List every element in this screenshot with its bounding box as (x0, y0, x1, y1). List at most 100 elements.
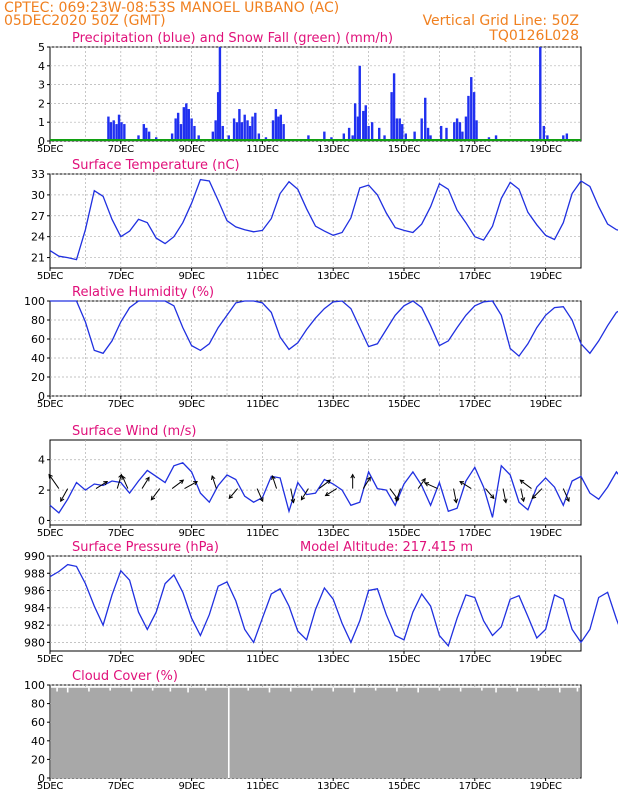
panel-subtitle: Model Altitude: 217.415 m (300, 540, 473, 555)
y-tick-label: 60 (31, 716, 45, 729)
wind-arrow (60, 488, 69, 502)
wind-arrow-head (324, 491, 330, 497)
y-tick-label: 4 (38, 454, 45, 467)
wind-arrow (290, 488, 295, 503)
precipitation-bar (390, 92, 393, 141)
wind-arrow (519, 479, 532, 489)
cloud-cover-gap (169, 687, 172, 692)
x-tick-label: 11DEC (246, 781, 279, 792)
wind-arrow (459, 481, 472, 489)
x-tick-label: 11DEC (246, 271, 279, 282)
wind-arrow (318, 479, 331, 489)
precipitation-bar (404, 133, 407, 141)
precipitation-bar (455, 118, 459, 141)
x-tick-label: 11DEC (246, 399, 279, 410)
x-tick-label: 15DEC (388, 781, 421, 792)
panel-title: Surface Wind (m/s) (72, 424, 196, 439)
precipitation-bar (107, 116, 110, 141)
wind-arrow (184, 481, 198, 490)
cloud-cover-gap (558, 687, 561, 693)
cloud-cover-gap (576, 687, 579, 692)
precipitation-bar (218, 47, 222, 141)
precipitation-bar (378, 127, 381, 141)
y-tick-label: 986 (24, 585, 45, 598)
precipitation-bar (197, 135, 200, 141)
x-tick-label: 9DEC (179, 399, 205, 410)
cloud-cover-gap (204, 687, 207, 691)
series-line (50, 300, 618, 358)
plot-frame (49, 439, 582, 526)
precipitation-bar (277, 116, 280, 141)
wind-arrow-head (48, 473, 53, 479)
precipitation-bar (470, 77, 473, 141)
header-model: TQ0126L028 (488, 28, 579, 44)
x-tick-label: 9DEC (179, 144, 205, 155)
precipitation-bar (282, 124, 285, 141)
plot-frame (49, 555, 582, 652)
x-tick-label: 7DEC (108, 781, 134, 792)
precipitation-bar (120, 122, 123, 141)
precipitation-bar (307, 135, 310, 141)
y-tick-label: 27 (31, 210, 45, 223)
cloud-cover-gap (481, 687, 483, 691)
cloud-cover-gap (88, 687, 90, 692)
wind-arrow (116, 474, 122, 489)
precipitation-bar (424, 97, 427, 141)
x-tick-label: 17DEC (459, 528, 492, 539)
precipitation-bar (542, 125, 546, 141)
x-tick-label: 17DEC (459, 399, 492, 410)
y-tick-label: 5 (38, 41, 45, 54)
precipitation-bar (176, 112, 180, 141)
cloud-cover-gap (374, 687, 377, 691)
y-tick-label: 2 (38, 484, 45, 497)
cloud-cover-gap (66, 687, 69, 693)
wind-arrow (141, 477, 150, 489)
precipitation-bar (112, 120, 115, 141)
panel-0: 0 1 2 3 4 5 5DEC 7DEC 9DEC 11DEC 13DEC 15DEC 17DEC 19… (37, 31, 582, 155)
y-tick-label: 1 (38, 116, 45, 129)
y-tick-label: 0 (38, 514, 45, 527)
wind-arrow-head (326, 479, 332, 485)
precipitation-bar (279, 114, 283, 141)
y-tick-label: 984 (24, 602, 45, 615)
cloud-cover-fill (51, 687, 580, 778)
x-tick-label: 5DEC (37, 144, 63, 155)
x-tick-label: 17DEC (459, 781, 492, 792)
precipitation-bar (137, 135, 140, 141)
wind-arrow (228, 488, 238, 499)
y-tick-label: 988 (24, 567, 45, 580)
wind-arrow-head (421, 477, 426, 483)
precipitation-bar (364, 105, 367, 141)
cloud-cover-gap (247, 687, 250, 691)
x-tick-label: 5DEC (37, 654, 63, 665)
x-tick-label: 7DEC (108, 399, 134, 410)
wind-arrow (300, 488, 309, 501)
x-tick-label: 17DEC (459, 654, 492, 665)
wind-arrow (325, 488, 338, 496)
precipitation-bar (356, 116, 360, 141)
precipitation-bar (494, 135, 498, 141)
wind-arrow (271, 475, 278, 489)
precipitation-bar (367, 125, 370, 141)
x-tick-label: 5DEC (37, 528, 63, 539)
wind-arrow-head (103, 481, 109, 486)
wind-arrow-head (121, 475, 126, 480)
wind-arrow-head (145, 476, 150, 482)
precipitation-bar (439, 125, 443, 141)
y-tick-label: 100 (24, 679, 45, 692)
wind-arrow-head (366, 476, 371, 482)
precipitation-bar (342, 133, 346, 141)
panel-2: 0 20 40 60 80 100 5DEC 7DEC 9DEC 11DEC 13DEC 15DEC 1… (24, 285, 618, 410)
x-tick-label: 11DEC (246, 144, 279, 155)
precipitation-bar (240, 122, 244, 141)
x-tick-label: 7DEC (108, 144, 134, 155)
precipitation-bar (453, 122, 456, 141)
wind-arrow (417, 478, 426, 489)
wind-arrow-head (459, 481, 465, 486)
y-tick-label: 24 (31, 231, 45, 244)
wind-arrow (121, 475, 129, 489)
x-tick-label: 7DEC (108, 271, 134, 282)
precipitation-bar (358, 65, 361, 141)
x-tick-label: 19DEC (529, 781, 562, 792)
cloud-cover-gap (537, 687, 540, 691)
